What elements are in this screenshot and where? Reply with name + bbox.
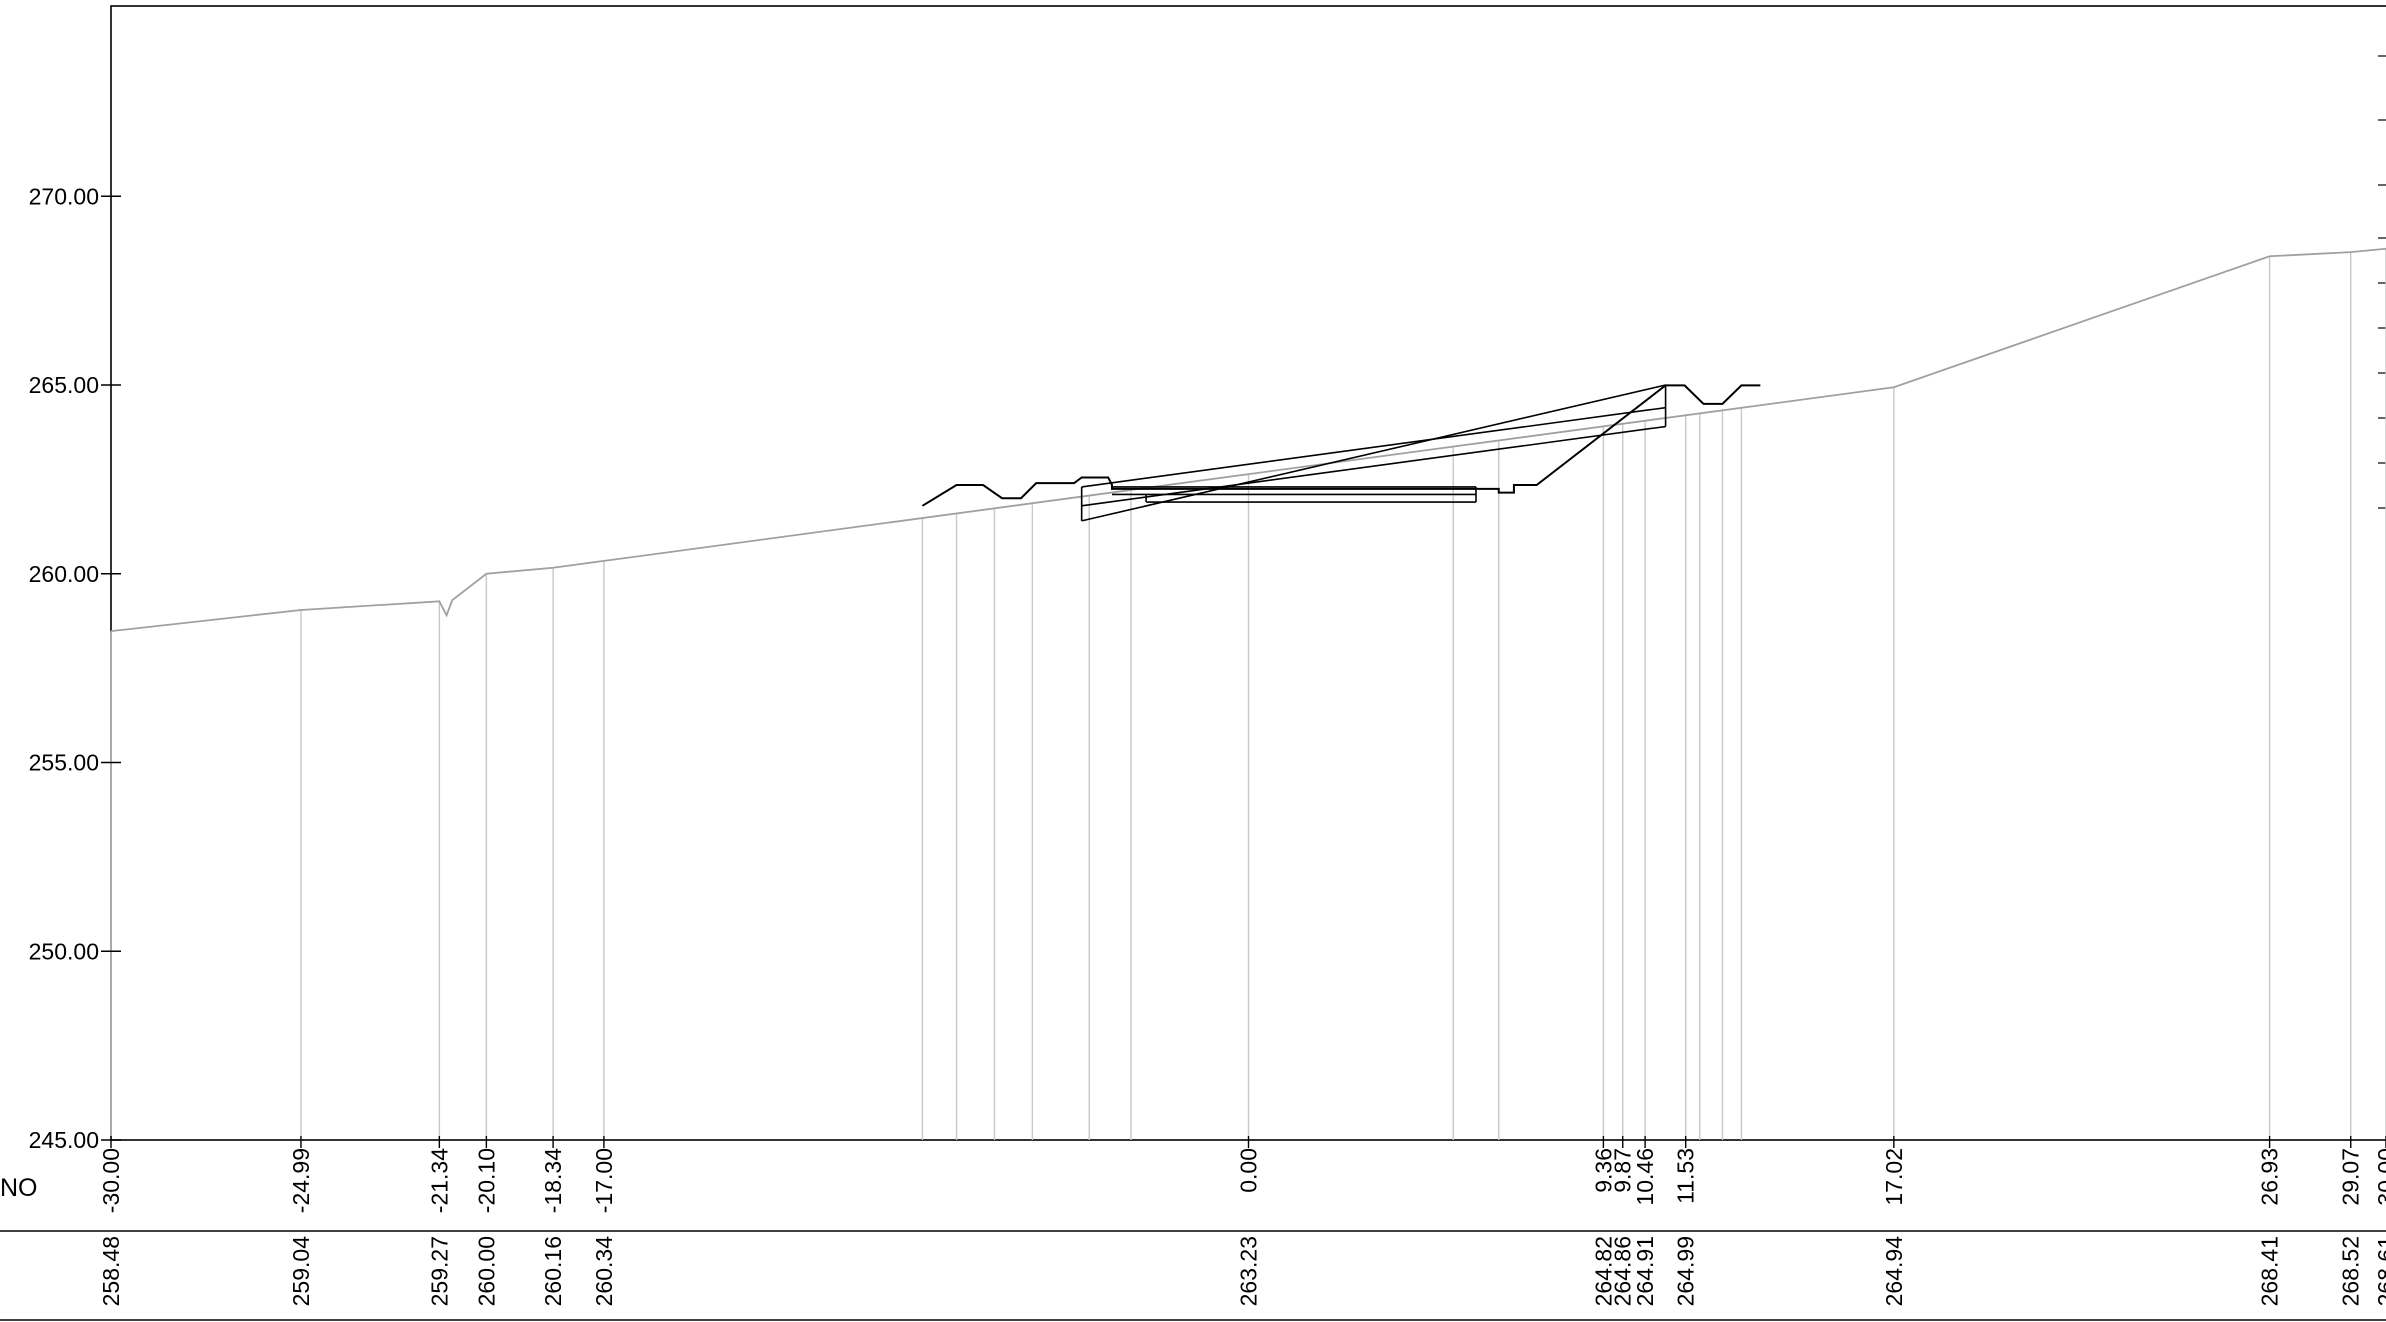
row-label-no: NO xyxy=(0,1174,38,1202)
offset-label: 10.46 xyxy=(1632,1148,1658,1206)
y-axis: 245.00 250.00 255.00 260.00 265.00 270.00 xyxy=(29,183,121,1153)
offset-label: -18.34 xyxy=(540,1148,566,1213)
offset-label: 9.87 xyxy=(1610,1148,1636,1193)
offset-label: 11.53 xyxy=(1673,1148,1699,1204)
elevation-label: 268.52 xyxy=(2338,1236,2364,1306)
elevation-label: 264.94 xyxy=(1881,1236,1907,1307)
pavement-layer xyxy=(1081,425,1666,507)
elevation-label: 259.04 xyxy=(288,1236,314,1307)
ground-profile xyxy=(110,247,2386,633)
plot-frame xyxy=(0,5,2386,1321)
offset-label: -30.00 xyxy=(98,1148,124,1213)
elevation-label: 264.91 xyxy=(1632,1236,1658,1306)
data-table: NO -30.00258.48-24.99259.04-21.34259.27-… xyxy=(0,1136,2386,1306)
offset-label: 17.02 xyxy=(1881,1148,1907,1206)
y-tick-label: 245.00 xyxy=(29,1127,99,1153)
elevation-label: 258.48 xyxy=(98,1236,124,1306)
elevation-label: 259.27 xyxy=(426,1236,452,1306)
elevation-label: 264.82 xyxy=(1590,1236,1616,1306)
elevation-label: 268.61 xyxy=(2373,1236,2386,1306)
pavement-layer xyxy=(1081,406,1666,488)
y-tick-label: 270.00 xyxy=(29,183,99,209)
offset-label: 29.07 xyxy=(2338,1148,2364,1206)
elevation-label: 263.23 xyxy=(1236,1236,1262,1306)
vertical-guide-lines xyxy=(110,248,2386,1140)
offset-label: -21.34 xyxy=(426,1148,452,1213)
design-surface xyxy=(921,384,1761,507)
offset-label: -20.10 xyxy=(473,1148,499,1213)
elevation-label: 260.16 xyxy=(540,1236,566,1306)
design-section xyxy=(921,384,1761,522)
offset-label: 30.00 xyxy=(2373,1148,2386,1206)
offset-label: 9.36 xyxy=(1590,1148,1616,1193)
offset-label: 0.00 xyxy=(1236,1148,1262,1193)
offset-label: 26.93 xyxy=(2257,1148,2283,1206)
elevation-label: 268.41 xyxy=(2257,1236,2283,1306)
elevation-label: 264.99 xyxy=(1673,1236,1699,1306)
ground-line xyxy=(110,247,2386,633)
y-tick-label: 260.00 xyxy=(29,561,99,587)
elevation-label: 260.00 xyxy=(473,1236,499,1306)
y-tick-label: 255.00 xyxy=(29,750,99,776)
elevation-label: 260.34 xyxy=(591,1236,617,1307)
offset-label: -17.00 xyxy=(591,1148,617,1213)
offset-label: -24.99 xyxy=(288,1148,314,1213)
elevation-label: 264.86 xyxy=(1610,1236,1636,1306)
y-tick-label: 265.00 xyxy=(29,372,99,398)
y-tick-label: 250.00 xyxy=(29,938,99,964)
pavement-layer xyxy=(1081,384,1666,522)
